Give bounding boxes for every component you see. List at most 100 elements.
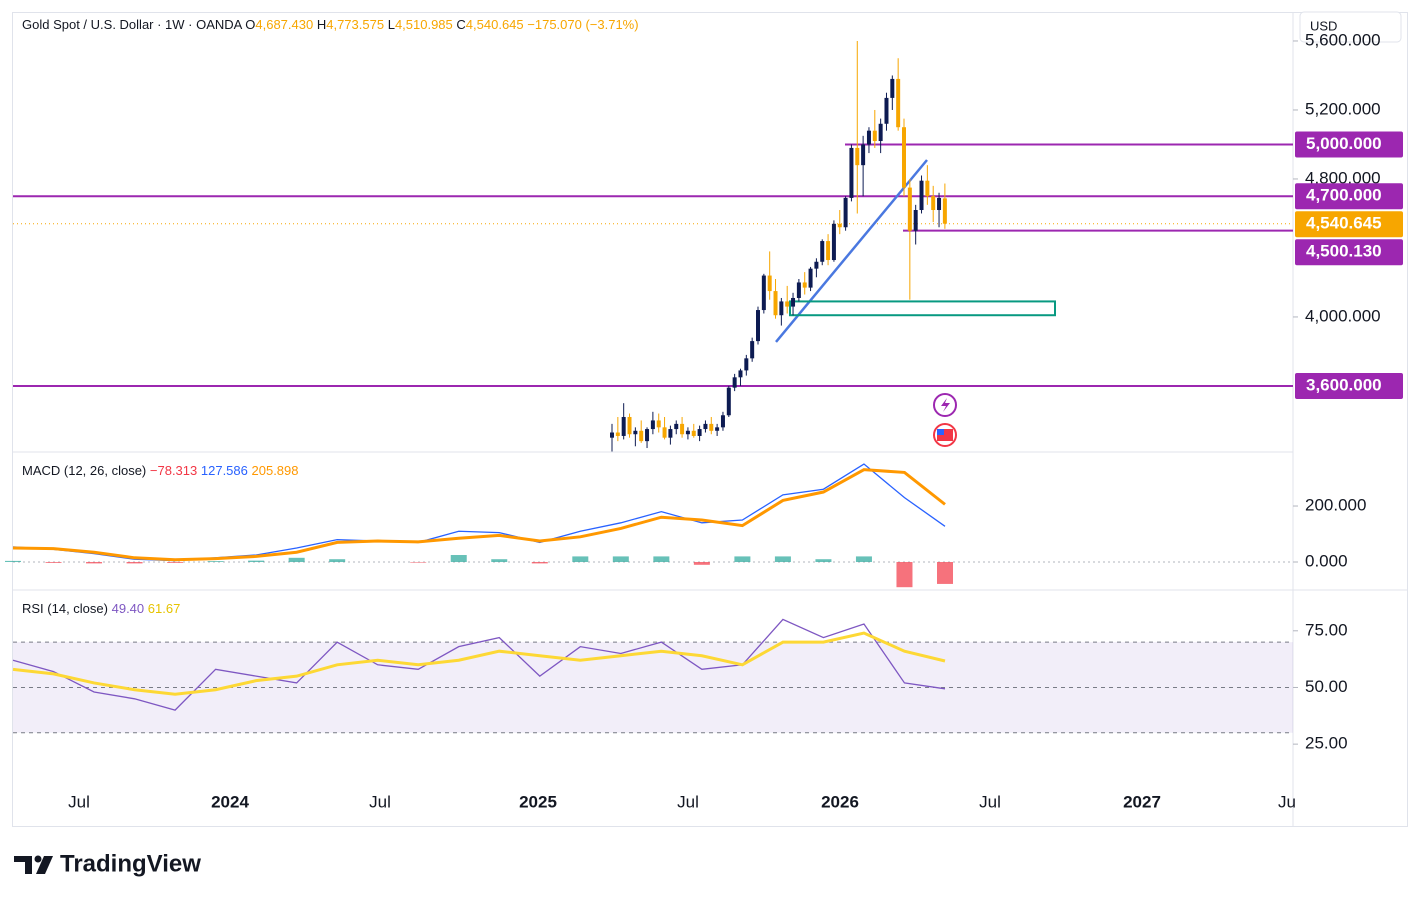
x-tick-label: Ju xyxy=(1278,792,1296,811)
histogram-bar xyxy=(410,562,427,563)
candle-body xyxy=(843,197,848,228)
price-tag xyxy=(1295,372,1403,399)
price-tag xyxy=(1295,183,1403,210)
y-tick-label: 200.000 xyxy=(1305,496,1366,515)
candle-body xyxy=(814,261,819,269)
x-tick-label: Jul xyxy=(677,792,699,811)
candle-body xyxy=(831,223,836,261)
ohlc-value: 4,773.575 xyxy=(326,17,384,32)
candle-body xyxy=(866,130,871,145)
candle-body xyxy=(884,97,889,124)
candle-body xyxy=(691,430,696,436)
candle-body xyxy=(761,275,766,311)
macd-title: MACD (12, 26, close) xyxy=(22,463,146,478)
currency[interactable]: USD xyxy=(1310,18,1337,33)
candle-body xyxy=(610,432,614,438)
candle-body xyxy=(732,377,737,388)
price-tag-label: 4,540.645 xyxy=(1306,214,1382,233)
macd-legend: MACD (12, 26, close) −78.313 127.586 205… xyxy=(22,463,299,478)
candle-body xyxy=(633,430,638,435)
price-tag xyxy=(1295,211,1403,238)
price-tag-label: 3,600.000 xyxy=(1306,375,1382,394)
icons xyxy=(933,393,957,447)
histogram-bar xyxy=(896,562,913,588)
y-tick-label: 75.00 xyxy=(1305,620,1348,639)
price-tag xyxy=(1295,239,1403,266)
x-tick-label: 2026 xyxy=(821,792,859,811)
x-tick-label: 2027 xyxy=(1123,792,1161,811)
legend: Gold Spot / U.S. Dollar · 1W · OANDA O4,… xyxy=(22,17,639,32)
candle-body xyxy=(942,198,947,224)
candle-body xyxy=(674,423,679,430)
candle-body xyxy=(668,429,673,438)
candle-body xyxy=(896,78,901,128)
currency-button[interactable] xyxy=(1299,11,1402,43)
histogram-bar xyxy=(126,562,143,564)
ohlc-key: C xyxy=(456,17,465,32)
candle-body xyxy=(931,196,936,211)
y-tick-label: 50.00 xyxy=(1305,677,1348,696)
histogram-bar xyxy=(5,560,21,563)
y-tick-label: 25.00 xyxy=(1305,734,1348,753)
ohlc-value: 4,540.645 xyxy=(466,17,524,32)
candle-body xyxy=(802,282,807,288)
candle-body xyxy=(615,432,620,436)
support-zone xyxy=(789,300,1056,317)
x-tick-label: Jul xyxy=(68,792,90,811)
indicator-line xyxy=(12,618,946,711)
histogram-bar xyxy=(855,556,872,563)
chart-frame xyxy=(12,12,1408,827)
candle-body xyxy=(919,180,924,211)
histogram-bar xyxy=(86,562,103,564)
logo-mark xyxy=(36,856,53,874)
symbol: Gold Spot / U.S. Dollar · 1W · OANDA xyxy=(22,17,243,32)
price-tag xyxy=(1295,131,1403,158)
histogram-bar xyxy=(612,556,629,563)
trendline xyxy=(775,159,928,343)
logo-mark xyxy=(14,856,32,874)
candle-body xyxy=(925,180,930,197)
histogram-bar xyxy=(693,562,710,565)
candle-body xyxy=(872,130,877,142)
candle-body xyxy=(826,241,831,261)
candle-body xyxy=(726,387,731,416)
rsi-readout: 49.40 xyxy=(112,601,145,616)
candle-body xyxy=(697,429,702,436)
rsi-title: RSI (14, close) xyxy=(22,601,108,616)
candle-body xyxy=(791,297,796,307)
bolt xyxy=(941,398,950,412)
candle-body xyxy=(907,187,912,231)
logo: TradingView xyxy=(14,850,201,877)
candle-body xyxy=(779,301,784,316)
candle-body xyxy=(709,423,714,431)
plot-area xyxy=(5,40,1298,745)
candle-body xyxy=(662,427,667,438)
y-tick-label: 4,000.000 xyxy=(1305,306,1381,325)
signal-readout: 205.898 xyxy=(252,463,299,478)
ohlc-value: 4,687.430 xyxy=(255,17,313,32)
candle-body xyxy=(645,429,650,442)
y-tick-label: 5,200.000 xyxy=(1305,99,1381,118)
price-tag-label: 4,700.000 xyxy=(1306,186,1382,205)
candle-body xyxy=(639,430,644,442)
histogram-bar xyxy=(653,556,670,563)
brand: TradingView xyxy=(60,850,201,877)
y-tick-label: 5,600.000 xyxy=(1305,30,1381,49)
hist-readout: −78.313 xyxy=(150,463,197,478)
indicator-line xyxy=(12,631,946,696)
candle-body xyxy=(837,223,842,228)
histogram-bar xyxy=(937,562,953,584)
candle-body xyxy=(937,197,942,211)
candle-body xyxy=(913,210,918,231)
candle-body xyxy=(849,147,854,198)
candle-body xyxy=(890,78,895,98)
candle-body xyxy=(680,423,685,435)
x-tick-label: Jul xyxy=(369,792,391,811)
x-tick-label: Jul xyxy=(979,792,1001,811)
candle-body xyxy=(656,420,661,428)
y-tick-label: 0.000 xyxy=(1305,551,1348,570)
candle-body xyxy=(627,416,632,435)
candle-body xyxy=(855,147,860,166)
price-tag-label: 5,000.000 xyxy=(1306,134,1382,153)
